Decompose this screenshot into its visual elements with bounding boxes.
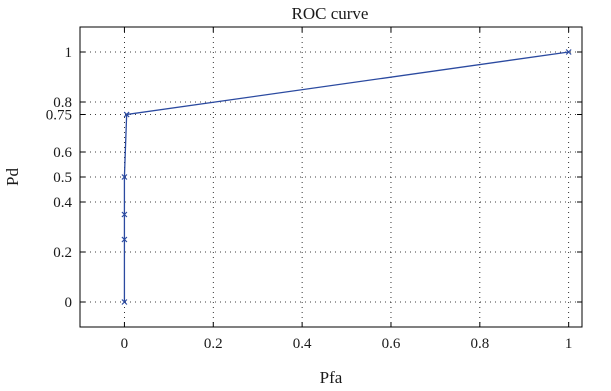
y-tick-label: 0.5 bbox=[53, 170, 72, 186]
x-tick-label: 0.2 bbox=[204, 336, 223, 352]
marker-stroke bbox=[121, 299, 128, 305]
y-tick-label: 1 bbox=[65, 45, 73, 61]
series-layer bbox=[121, 49, 572, 305]
marker-stroke bbox=[121, 236, 128, 243]
roc-data-point bbox=[123, 111, 130, 118]
y-axis-label: Pd bbox=[3, 168, 22, 186]
x-tick-label: 0.4 bbox=[293, 336, 312, 352]
y-tick-label: 0.75 bbox=[46, 108, 72, 124]
roc-data-point bbox=[121, 174, 128, 180]
y-tick-label: 0.4 bbox=[53, 195, 72, 211]
roc-curve-line bbox=[123, 51, 569, 302]
y-tick-label: 0 bbox=[65, 295, 73, 311]
axis-ticks: 0 0.2 0.4 0.6 0.8 100.20.40.50.60.750.81 bbox=[46, 27, 582, 352]
roc-data-point bbox=[121, 299, 128, 305]
x-tick-label: 0 bbox=[121, 336, 129, 352]
roc-data-point bbox=[121, 211, 128, 218]
marker-stroke bbox=[565, 49, 572, 55]
chart-title: ROC curve bbox=[292, 4, 369, 23]
x-tick-label: 0.6 bbox=[382, 336, 401, 352]
y-tick-label: 0.6 bbox=[53, 145, 72, 161]
x-axis-label: Pfa bbox=[320, 368, 343, 387]
y-tick-label: 0.8 bbox=[53, 95, 72, 111]
marker-stroke bbox=[121, 211, 128, 218]
marker-stroke bbox=[123, 111, 130, 118]
marker-stroke bbox=[121, 174, 128, 180]
grid-lines bbox=[80, 27, 582, 327]
x-tick-label: 1 bbox=[565, 336, 573, 352]
roc-data-point bbox=[565, 49, 572, 55]
y-tick-label: 0.2 bbox=[53, 245, 72, 261]
roc-data-point bbox=[121, 236, 128, 243]
x-tick-label: 0.8 bbox=[470, 336, 489, 352]
